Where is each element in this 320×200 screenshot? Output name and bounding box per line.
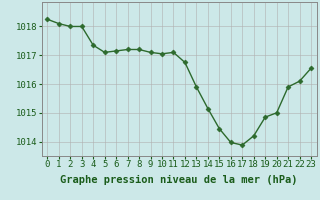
X-axis label: Graphe pression niveau de la mer (hPa): Graphe pression niveau de la mer (hPa)	[60, 175, 298, 185]
